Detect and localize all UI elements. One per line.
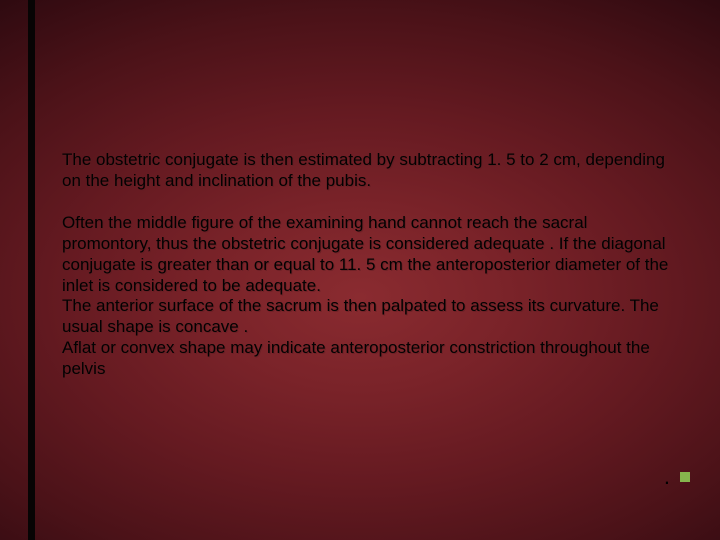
paragraph-1: The obstetric conjugate is then estimate… bbox=[62, 150, 680, 191]
trailing-dot: . bbox=[664, 471, 670, 482]
left-accent-bar bbox=[28, 0, 35, 540]
paragraph-4: Aflat or convex shape may indicate anter… bbox=[62, 338, 680, 379]
trailing-marker: . bbox=[664, 471, 690, 482]
bullet-square-icon bbox=[680, 472, 690, 482]
slide: The obstetric conjugate is then estimate… bbox=[0, 0, 720, 540]
paragraph-2: Often the middle figure of the examining… bbox=[62, 213, 680, 296]
paragraph-3: The anterior surface of the sacrum is th… bbox=[62, 296, 680, 337]
slide-text-content: The obstetric conjugate is then estimate… bbox=[62, 150, 680, 379]
paragraph-gap bbox=[62, 191, 680, 213]
